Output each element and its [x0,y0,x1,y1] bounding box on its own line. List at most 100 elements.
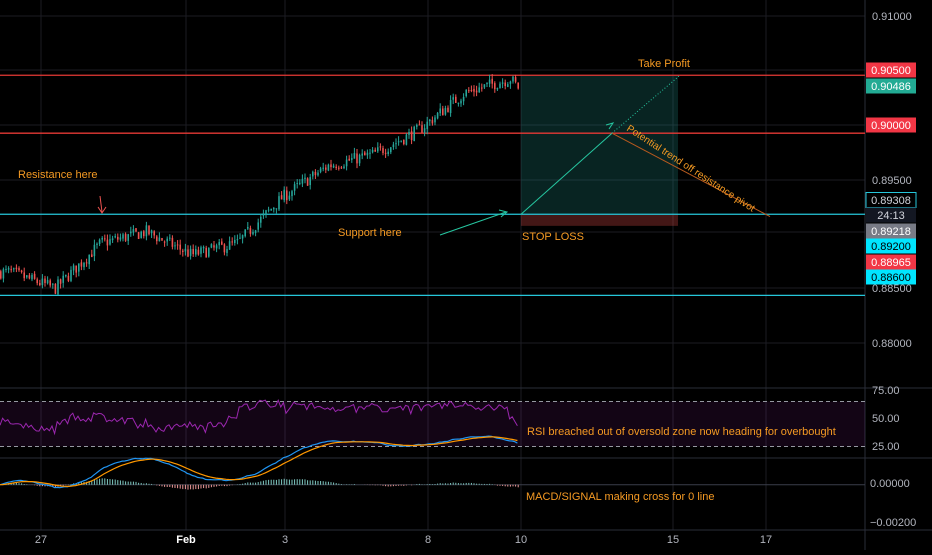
candle-body [400,140,402,142]
candle-body [78,263,80,272]
candle-body [127,234,129,241]
candle-body [496,87,499,90]
candle-body [85,262,88,264]
candle-body [338,167,340,169]
candle-body [379,146,382,148]
trend-line-up [520,132,613,215]
candle-body [332,165,335,168]
candle-body [166,238,168,242]
candle-body [247,227,249,229]
candle-body [124,233,127,241]
candle-body [397,141,400,143]
candle-body [460,100,462,104]
candle-body [189,248,192,256]
candle-body [405,134,408,145]
candle-body [291,191,293,197]
candle-body [335,166,337,169]
candle-body [296,182,298,184]
candle-body [195,249,197,255]
candle-body [486,82,488,85]
rsi-tick-label: 75.00 [872,385,900,397]
candle-body [135,228,137,232]
time-tick-label: 10 [515,534,527,546]
candle-body [434,117,436,123]
candle-body [353,153,356,159]
candle-body [512,76,514,82]
time-tick-label: Feb [176,534,196,546]
candle-body [174,245,176,247]
candle-body [153,231,155,236]
candle-body [278,196,280,210]
candle-body [470,89,473,91]
rsi-tick-label: 25.00 [872,441,900,453]
candle-body [101,237,103,240]
candle-body [75,265,77,273]
support-arrow-head [498,209,509,218]
candle-body [114,236,116,238]
candle-body [280,195,283,200]
candle-body [252,231,254,235]
candle-body [57,279,59,295]
candle-body [369,152,371,154]
candle-body [137,232,140,239]
candle-body [13,268,15,270]
candle-body [163,241,166,243]
signal-line [0,436,518,488]
trend-line-down [611,132,771,218]
candle-body [265,210,267,215]
price-tag-box [866,207,916,223]
candle-body [169,237,171,239]
candle-body [67,275,70,281]
candle-body [7,268,10,270]
candle-body [473,88,475,92]
price-tag-label: 0.88965 [871,257,911,269]
candle-body [117,236,119,240]
candle-body [478,87,480,93]
candle-body [200,247,202,254]
stop-loss-annotation: STOP LOSS [522,231,584,243]
candle-body [109,239,111,245]
candle-body [161,237,163,241]
candle-body [481,87,483,89]
candle-body [41,278,44,286]
candle-body [517,82,519,89]
candle-body [2,269,5,279]
price-tag-label: 0.90486 [871,81,911,93]
price-tick-label: 0.89500 [872,175,912,187]
candle-body [314,171,317,176]
candle-body [104,238,106,240]
candle-body [330,164,332,168]
candle-body [444,108,447,115]
candle-body [226,249,228,253]
candle-body [234,240,236,244]
candle-body [205,247,207,258]
candle-body [288,195,291,200]
candle-body [156,236,158,242]
candle-body [501,82,504,84]
candle-body [59,279,62,284]
candle-body [304,177,306,179]
candle-body [119,237,122,240]
candle-body [364,152,366,156]
candle-body [197,249,200,255]
candle-body [44,278,46,283]
candle-body [184,248,187,252]
trend-arrow-head [605,122,615,130]
time-tick-label: 8 [425,534,431,546]
candle-body [452,97,454,100]
candle-body [273,208,275,210]
candle-body [132,229,135,233]
candle-body [249,228,252,234]
candle-body [182,250,184,252]
candle-body [293,184,296,191]
take-profit-annotation: Take Profit [638,58,690,70]
candle-body [70,269,72,281]
candle-body [210,244,213,248]
candle-body [36,279,38,284]
candle-body [122,234,124,239]
candle-body [140,231,142,238]
price-tag-box [866,269,916,285]
candle-body [228,241,231,250]
price-tag-label: 0.89200 [871,241,911,253]
